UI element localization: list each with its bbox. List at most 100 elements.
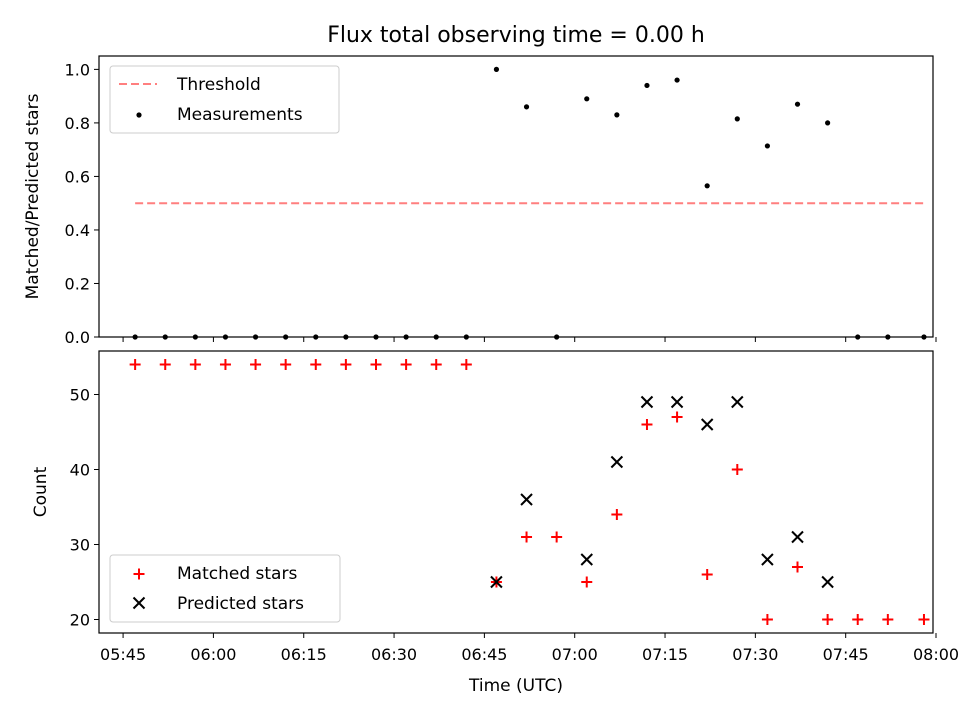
predicted-star-point <box>610 455 624 469</box>
bottom-xtick-label: 07:30 <box>732 645 778 664</box>
top-ytick-label: 0.4 <box>65 221 90 240</box>
chart-title: Flux total observing time = 0.00 h <box>327 23 705 48</box>
matched-star-point <box>430 359 442 370</box>
measurement-point <box>704 183 710 189</box>
matched-star-point <box>521 531 533 543</box>
matched-star-point <box>822 614 834 625</box>
matched-star-point <box>611 509 623 520</box>
measurement-point <box>644 82 650 89</box>
top-plot-frame <box>98 55 934 338</box>
bottom-legend: Matched stars Predicted stars <box>109 554 341 623</box>
bottom-xtick-label: 06:00 <box>190 645 236 664</box>
predicted-star-point <box>520 493 533 506</box>
predicted-star-point-b <box>821 575 834 589</box>
matched-star-point <box>641 419 653 430</box>
predicted-star-point <box>731 395 744 409</box>
matched-star-point <box>400 359 412 370</box>
measurement-point <box>825 120 831 126</box>
legend-predicted-swatch-b <box>132 596 146 610</box>
matched-star-point <box>280 359 292 370</box>
matched-star-point <box>460 359 472 370</box>
bottom-xtick-label: 07:00 <box>552 645 598 664</box>
matched-star-point <box>370 359 382 370</box>
predicted-star-point-b <box>731 395 744 409</box>
measurement-point <box>493 66 500 72</box>
top-panel: Flux total observing time = 0.00 h 0.0 0.2… <box>23 23 937 347</box>
matched-star-point <box>761 614 773 625</box>
matched-star-point <box>129 359 141 370</box>
legend-measurements-swatch <box>136 112 142 118</box>
measurement-point <box>523 104 530 110</box>
bottom-xtick-label: 07:15 <box>642 645 688 664</box>
legend-measurements-label: Measurements <box>177 105 303 125</box>
matched-star-point <box>671 411 683 423</box>
matched-star-point <box>701 569 713 580</box>
predicted-star-point <box>490 575 503 589</box>
predicted-star-point <box>821 575 834 589</box>
measurement-point <box>674 77 680 83</box>
top-ytick-label: 0.6 <box>65 167 90 186</box>
bottom-ytick-label: 20 <box>70 611 90 630</box>
predicted-star-point-b <box>761 553 774 566</box>
matched-star-point <box>792 561 804 573</box>
bottom-xtick-label: 08:00 <box>913 645 959 664</box>
matched-star-point <box>731 464 743 475</box>
predicted-star-point-b <box>700 418 714 431</box>
bottom-panel: 20 30 40 50 05:45 06:00 06:15 06:30 06:45 07:00 07… <box>31 350 959 696</box>
bottom-xtick-label: 07:45 <box>823 645 869 664</box>
predicted-star-point-b <box>610 455 624 469</box>
predicted-star-point-b <box>490 575 503 589</box>
bottom-xtick-label: 06:45 <box>461 645 507 664</box>
bottom-xtick-label: 06:15 <box>281 645 327 664</box>
measurement-point <box>584 96 590 102</box>
bottom-plot-frame <box>98 350 934 634</box>
matched-star-point <box>551 531 563 543</box>
legend-threshold-label: Threshold <box>176 75 261 95</box>
matched-star-point <box>219 359 231 370</box>
matched-star-point <box>250 359 262 370</box>
matched-star-point <box>852 614 864 625</box>
predicted-star-point <box>761 553 774 566</box>
predicted-star-point-b <box>670 395 684 409</box>
top-ytick-label: 0.2 <box>65 274 90 293</box>
matched-star-point <box>340 359 352 370</box>
matched-star-point <box>581 576 593 588</box>
predicted-star-point <box>700 418 714 431</box>
bottom-ytick-label: 40 <box>70 461 90 480</box>
top-y-axis-label: Matched/Predicted stars <box>23 93 43 299</box>
top-ytick-label: 1.0 <box>65 60 90 79</box>
legend-predicted-swatch <box>132 596 146 610</box>
matched-star-point <box>189 359 201 370</box>
predicted-star-point-b <box>520 493 533 506</box>
measurement-point <box>614 112 620 118</box>
predicted-star-point <box>791 530 804 544</box>
bottom-ytick-label: 50 <box>70 386 90 405</box>
predicted-star-point-b <box>580 553 593 566</box>
predicted-star-point-b <box>791 530 804 544</box>
bottom-y-axis-label: Count <box>31 466 51 517</box>
matched-star-point <box>882 614 894 625</box>
measurement-point <box>794 101 801 107</box>
bottom-legend-box <box>109 554 341 623</box>
measurement-point <box>734 116 740 122</box>
matched-star-point <box>159 359 171 370</box>
top-ytick-label: 0.8 <box>65 114 90 133</box>
matched-star-point <box>310 359 322 370</box>
top-legend: Threshold Measurements <box>109 65 340 134</box>
legend-matched-swatch <box>133 568 145 580</box>
predicted-star-point-b <box>640 395 654 409</box>
top-legend-box <box>109 65 340 134</box>
predicted-star-point <box>670 395 684 409</box>
measurement-point <box>764 143 771 149</box>
legend-matched-label: Matched stars <box>177 564 297 584</box>
predicted-star-point <box>640 395 654 409</box>
legend-predicted-label: Predicted stars <box>177 594 304 614</box>
x-axis-label: Time (UTC) <box>468 676 563 696</box>
predicted-star-point <box>580 553 593 566</box>
top-ytick-label: 0.0 <box>65 328 90 347</box>
bottom-xtick-label: 05:45 <box>100 645 146 664</box>
bottom-ytick-label: 30 <box>70 536 90 555</box>
matched-star-point <box>918 614 930 625</box>
bottom-xtick-label: 06:30 <box>371 645 417 664</box>
